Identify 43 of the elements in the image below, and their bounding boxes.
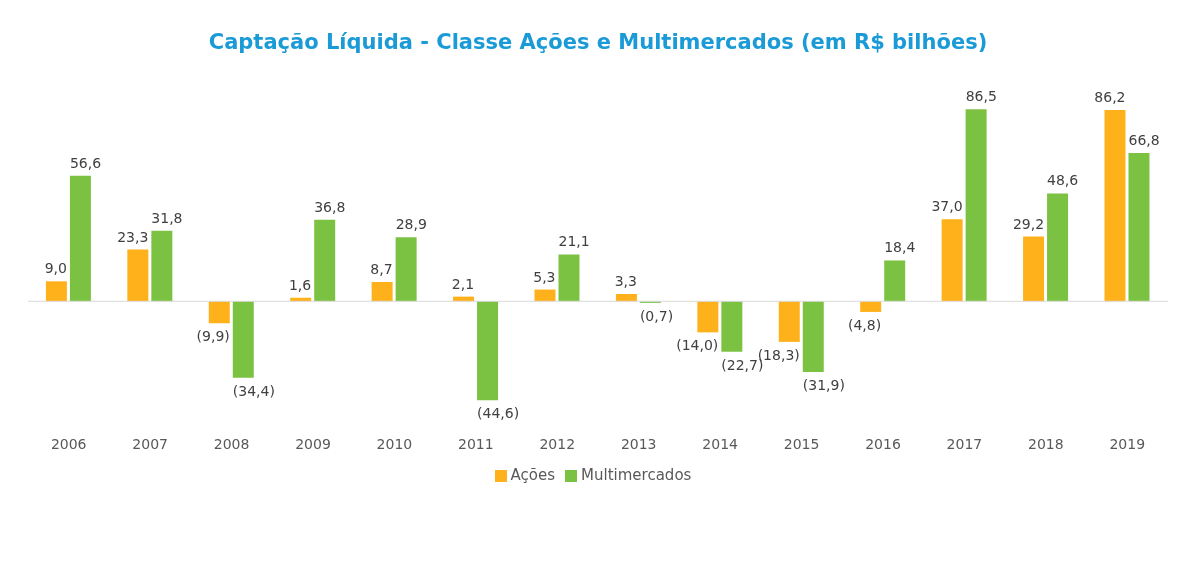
data-label: 37,0 (931, 198, 963, 215)
x-tick-label: 2018 (1028, 436, 1064, 452)
x-tick-label: 2016 (865, 436, 901, 452)
x-tick-label: 2015 (783, 436, 820, 452)
data-label: 86,2 (1094, 89, 1126, 106)
data-label: (14,0) (676, 337, 719, 354)
data-label: (4,8) (848, 316, 882, 333)
data-label: 48,6 (1047, 172, 1079, 189)
data-label: 5,3 (533, 268, 556, 285)
x-tick-label: 2019 (1109, 436, 1146, 452)
x-tick-label: 2012 (539, 436, 576, 452)
data-label: (31,9) (802, 377, 845, 394)
data-label: 8,7 (370, 260, 393, 277)
x-tick-label: 2008 (213, 436, 250, 452)
data-label: 56,6 (69, 154, 102, 171)
data-label: 23,3 (117, 228, 149, 245)
data-label: 18,4 (884, 239, 916, 256)
x-tick-label: 2011 (458, 436, 494, 452)
data-label: 31,8 (151, 209, 183, 226)
data-label: 36,8 (314, 198, 346, 215)
data-label: (44,6) (477, 405, 520, 422)
data-label: 21,1 (558, 233, 590, 250)
x-tick-label: 2009 (295, 436, 331, 452)
x-tick-label: 2017 (946, 436, 983, 452)
x-tick-label: 2007 (132, 436, 168, 452)
data-label: 29,2 (1012, 215, 1045, 232)
data-label: (34,4) (232, 382, 275, 399)
data-label: (9,9) (196, 328, 230, 345)
x-tick-label: 2014 (702, 436, 739, 452)
data-label: 86,5 (965, 88, 997, 105)
data-label: 9,0 (44, 260, 67, 277)
data-label: 28,9 (395, 216, 427, 233)
x-tick-label: 2006 (50, 436, 87, 452)
legend-label: Multimercados (581, 466, 692, 484)
x-tick-label: 2013 (620, 436, 657, 452)
x-tick-label: 2010 (376, 436, 413, 452)
data-label: 2,1 (451, 275, 475, 292)
data-label: (0,7) (639, 307, 674, 324)
data-label: 3,3 (614, 272, 637, 289)
data-label: 66,8 (1128, 132, 1160, 149)
data-label: 1,6 (288, 276, 312, 293)
chart-title: Captação Líquida - Classe Ações e Multimercados (em R$ bilhões) (207, 29, 989, 54)
legend-label: Ações (510, 466, 556, 484)
